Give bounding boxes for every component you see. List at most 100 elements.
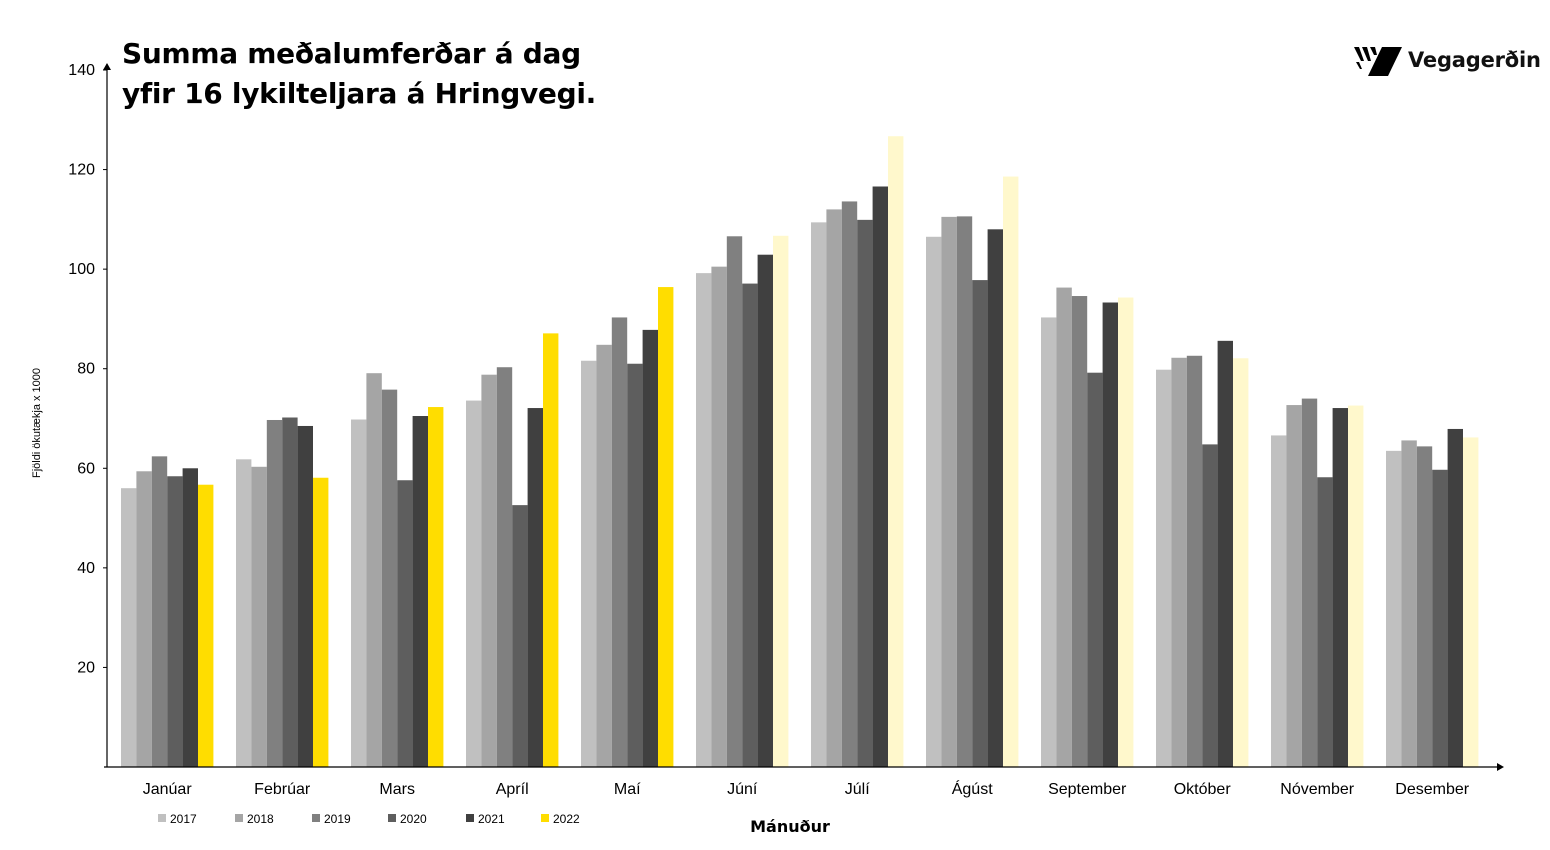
y-tick-label: 60 (77, 460, 95, 477)
bar-2022-ágúst (1003, 176, 1019, 767)
bar-2021-febrúar (297, 425, 313, 767)
bar-2022-júní (773, 235, 789, 767)
bar-2018-febrúar (251, 466, 267, 767)
x-category-label: Mars (379, 781, 415, 798)
bar-2022-október (1233, 358, 1249, 767)
x-axis-arrow (1497, 763, 1504, 771)
y-tick-label: 40 (77, 560, 95, 577)
bar-2020-maí (627, 363, 643, 767)
bar-2019-janúar (151, 456, 168, 767)
logo-text: Vegagerðin (1408, 48, 1541, 72)
bar-2019-ágúst (956, 216, 973, 767)
bar-2017-september (1041, 317, 1057, 767)
bar-2020-júní (742, 283, 758, 767)
bar-2022-apríl (543, 333, 559, 767)
x-category-label: Október (1174, 781, 1232, 798)
bar-2018-júní (711, 266, 727, 767)
bar-2021-september (1102, 302, 1118, 767)
bar-2019-október (1186, 355, 1203, 767)
bar-2019-september (1071, 296, 1088, 767)
bar-2019-júní (726, 236, 743, 767)
x-category-label: Júní (727, 781, 758, 798)
bar-2020-ágúst (972, 280, 988, 767)
legend-label-2020: 2020 (400, 812, 427, 826)
bar-2017-október (1156, 369, 1172, 767)
legend-label-2018: 2018 (247, 812, 274, 826)
bar-2018-janúar (136, 471, 152, 767)
x-category-label: Apríl (496, 781, 529, 798)
x-category-label: Janúar (143, 781, 193, 798)
y-tick-label: 100 (68, 261, 95, 278)
x-category-label: Febrúar (254, 781, 311, 798)
bar-2018-nóvember (1286, 405, 1302, 767)
x-category-label: Ágúst (952, 779, 993, 798)
bar-2018-apríl (481, 374, 497, 767)
bar-2022-janúar (198, 484, 214, 767)
bar-2019-desember (1416, 446, 1433, 767)
bar-2019-apríl (496, 367, 513, 767)
vegagerdin-logo: Vegagerðin (1352, 44, 1541, 76)
x-axis: Janúar Febrúar Mars Apríl Maí Júní Júlí Ágúst Se… (104, 763, 1504, 798)
bar-2021-nóvember (1332, 408, 1348, 767)
bar-2020-október (1202, 444, 1218, 767)
bar-2017-júlí (811, 222, 827, 767)
chart-title-line-2: yfir 16 lykilteljara á Hringvegi. (122, 77, 596, 110)
x-axis-label: Mánuður (750, 817, 830, 836)
bar-2022-desember (1463, 437, 1479, 767)
legend-label-2019: 2019 (324, 812, 351, 826)
bar-2022-september (1118, 297, 1134, 767)
bar-2020-desember (1432, 469, 1448, 767)
legend-swatch-2018 (235, 814, 243, 822)
y-axis-label: Fjöldi ökutækja x 1000 (31, 368, 43, 478)
bar-2020-september (1087, 372, 1103, 767)
bar-2018-desember (1401, 440, 1417, 767)
bar-2017-nóvember (1271, 435, 1287, 767)
bar-2021-júlí (872, 186, 888, 768)
bar-2017-apríl (466, 400, 482, 767)
bar-2021-mars (412, 416, 428, 767)
x-category-label: Júlí (845, 781, 870, 798)
legend-swatch-2020 (388, 814, 396, 822)
y-tick-label: 140 (68, 62, 95, 79)
bar-2021-desember (1447, 428, 1463, 767)
bar-2019-maí (611, 317, 628, 767)
legend-swatch-2017 (158, 814, 166, 822)
legend-label-2017: 2017 (170, 812, 197, 826)
bar-2019-nóvember (1301, 398, 1318, 767)
bar-2021-apríl (527, 408, 543, 767)
bar-2017-ágúst (926, 236, 942, 767)
legend-swatch-2022 (541, 814, 549, 822)
bar-2018-maí (596, 344, 612, 767)
bar-2019-febrúar (266, 419, 283, 767)
y-tick-label: 20 (77, 659, 95, 676)
bar-2020-júlí (857, 219, 873, 768)
bar-2020-janúar (167, 476, 183, 767)
bar-2022-febrúar (313, 477, 329, 767)
bar-2021-júní (757, 254, 773, 767)
bar-2017-júní (696, 273, 712, 767)
bar-2022-mars (428, 407, 444, 767)
bar-2017-janúar (121, 488, 137, 767)
bar-2017-febrúar (236, 459, 252, 767)
chart-title: Summa meðalumferðar á dag yfir 16 lykilt… (122, 34, 596, 114)
bars (121, 136, 1479, 768)
x-category-label: Nóvember (1280, 781, 1354, 798)
bar-2020-apríl (512, 505, 528, 767)
legend-swatch-2019 (312, 814, 320, 822)
bar-2019-mars (381, 389, 398, 767)
legend-swatch-2021 (466, 814, 474, 822)
bar-2018-október (1171, 357, 1187, 767)
y-axis: 20 40 60 80 100 120 140 (68, 62, 111, 767)
bar-2021-október (1217, 340, 1233, 767)
x-category-label: Desember (1395, 781, 1469, 798)
bar-2018-ágúst (941, 216, 957, 767)
bar-2020-febrúar (282, 417, 298, 767)
y-axis-arrow (103, 63, 111, 70)
y-tick-label: 80 (77, 361, 95, 378)
x-category-label: Maí (614, 781, 641, 798)
legend: 2017 2018 2019 2020 2021 2022 (158, 812, 580, 826)
vegagerdin-logo-icon (1354, 47, 1402, 76)
y-tick-label: 120 (68, 162, 95, 179)
bar-2018-september (1056, 287, 1072, 767)
